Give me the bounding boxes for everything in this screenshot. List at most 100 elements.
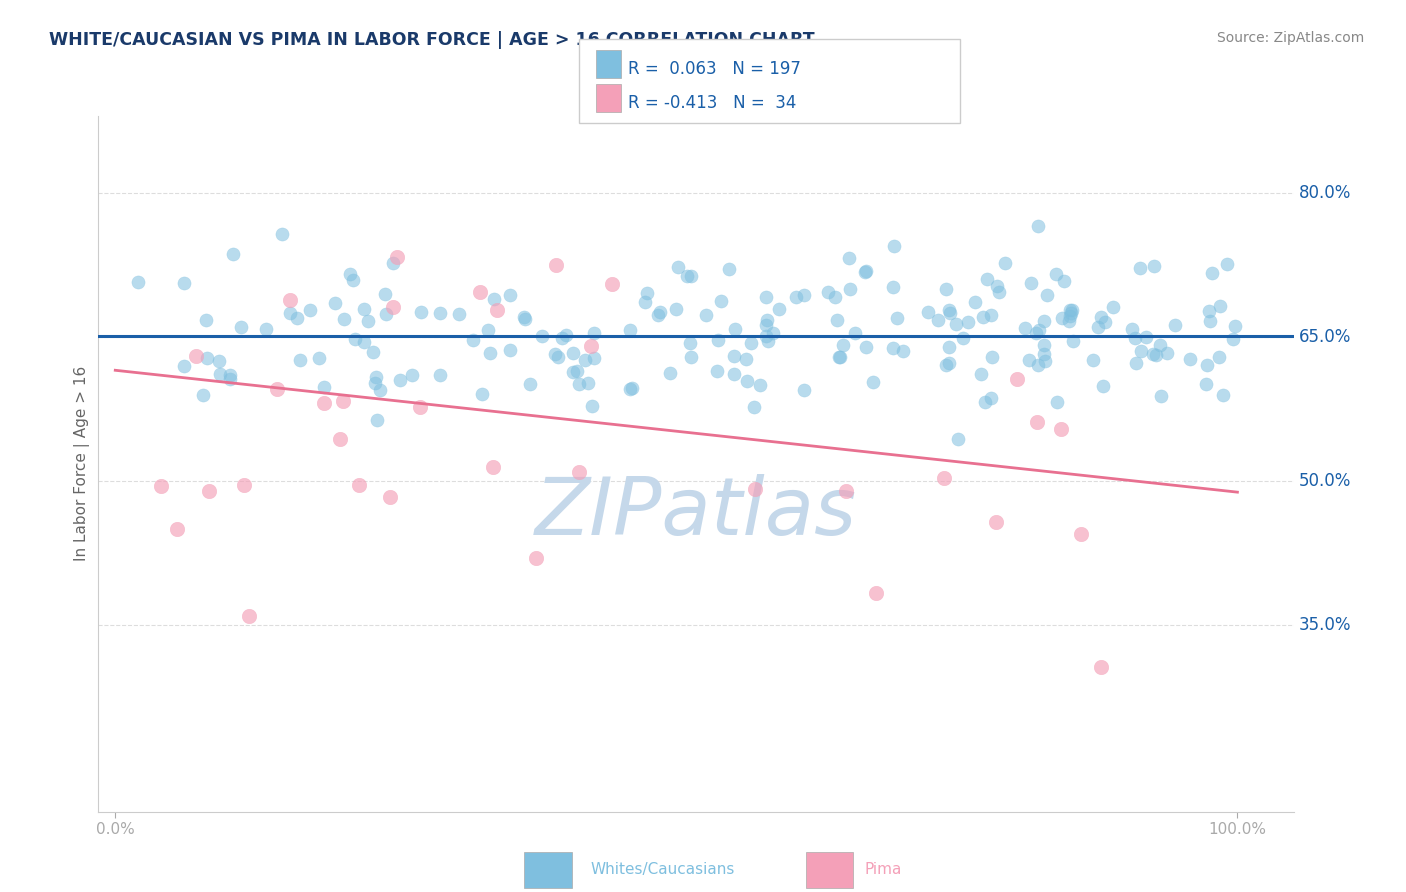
Point <box>323 296 346 310</box>
Point <box>938 340 960 354</box>
Point <box>308 351 330 366</box>
Point <box>1090 310 1112 324</box>
Point <box>166 522 188 536</box>
Point <box>862 375 884 389</box>
Point <box>1121 321 1143 335</box>
Point <box>976 271 998 285</box>
Point <box>561 365 583 379</box>
Point <box>344 332 367 346</box>
Point <box>374 287 396 301</box>
Point <box>266 382 288 396</box>
Point <box>332 312 354 326</box>
Point <box>1150 388 1173 402</box>
Point <box>568 376 591 391</box>
Point <box>581 399 603 413</box>
Point <box>1045 267 1067 281</box>
Point <box>621 382 644 396</box>
Point <box>578 376 600 390</box>
Point <box>288 352 311 367</box>
Point <box>952 331 974 345</box>
Point <box>222 247 245 261</box>
Point <box>1156 345 1178 359</box>
Point <box>972 310 994 324</box>
Point <box>1180 352 1202 367</box>
Point <box>429 306 451 320</box>
Point <box>1130 344 1153 359</box>
Point <box>312 395 335 409</box>
Point <box>1060 303 1083 318</box>
Point <box>980 391 1002 405</box>
Point <box>1142 347 1164 361</box>
Text: ZIPatlas: ZIPatlas <box>534 474 858 551</box>
Point <box>735 375 758 389</box>
Point <box>1195 377 1218 392</box>
Point <box>994 256 1017 270</box>
Point <box>707 333 730 347</box>
Point <box>744 401 766 415</box>
Point <box>675 268 697 283</box>
Point <box>1094 315 1116 329</box>
Point <box>882 341 904 355</box>
Point <box>756 313 779 327</box>
Point <box>1057 314 1080 328</box>
Point <box>1123 331 1146 345</box>
Point <box>353 302 375 317</box>
Point <box>1059 302 1081 317</box>
Point <box>353 335 375 350</box>
Point <box>574 353 596 368</box>
Point <box>1199 314 1222 328</box>
Point <box>1102 300 1125 314</box>
Point <box>1050 422 1073 436</box>
Point <box>723 367 745 381</box>
Point <box>1028 219 1050 233</box>
Point <box>368 383 391 397</box>
Point <box>844 326 866 340</box>
Point <box>1144 348 1167 362</box>
Point <box>824 290 846 304</box>
Point <box>389 373 412 387</box>
Point <box>382 301 405 315</box>
Point <box>232 478 254 492</box>
Point <box>717 262 740 277</box>
Point <box>581 339 603 353</box>
Text: 65.0%: 65.0% <box>1299 327 1351 346</box>
Text: 35.0%: 35.0% <box>1299 615 1351 633</box>
Point <box>513 310 536 324</box>
Point <box>619 382 641 396</box>
Point <box>583 351 606 365</box>
Point <box>865 586 887 600</box>
Point <box>347 478 370 492</box>
Point <box>184 349 207 363</box>
Point <box>970 367 993 381</box>
Point <box>195 313 218 327</box>
Point <box>755 291 778 305</box>
Point <box>834 484 856 499</box>
Point <box>429 368 451 383</box>
Point <box>482 459 505 474</box>
Point <box>385 250 408 264</box>
Point <box>979 308 1001 322</box>
Point <box>945 317 967 331</box>
Point <box>485 302 508 317</box>
Point <box>551 331 574 345</box>
Point <box>1081 353 1104 368</box>
Point <box>1143 260 1166 274</box>
Point <box>793 383 815 397</box>
Point <box>198 484 221 499</box>
Point <box>477 323 499 337</box>
Point <box>555 328 578 343</box>
Point <box>817 285 839 299</box>
Point <box>1032 314 1054 328</box>
Point <box>1225 318 1247 333</box>
Point <box>173 276 195 290</box>
Point <box>561 345 583 359</box>
Point <box>679 350 702 364</box>
Point <box>886 310 908 325</box>
Point <box>665 301 688 316</box>
Point <box>882 280 904 294</box>
Point <box>1125 356 1147 370</box>
Point <box>1018 352 1040 367</box>
Point <box>364 376 387 391</box>
Point <box>342 273 364 287</box>
Point <box>744 482 766 496</box>
